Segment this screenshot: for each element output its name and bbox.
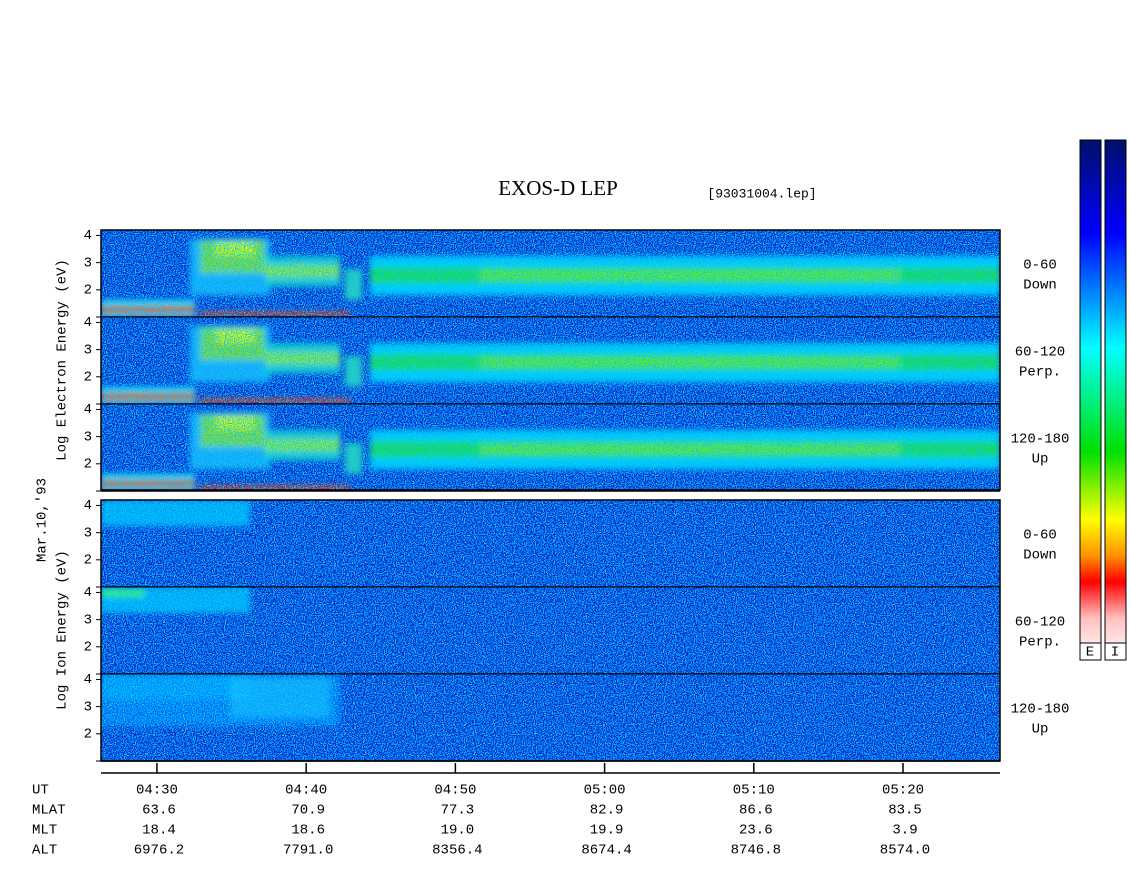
row-value: 19.9: [590, 823, 624, 839]
y-tick-label: 2: [84, 283, 92, 299]
panel-label: 60-120: [1015, 345, 1065, 361]
spectrogram-panel: [101, 230, 1000, 317]
chart-title: EXOS-D LEP: [498, 176, 618, 200]
y-tick-label: 4: [84, 585, 92, 601]
colorbar-box: [1104, 642, 1127, 661]
row-value: 3.9: [892, 823, 917, 839]
colorbar: [1104, 139, 1127, 661]
date-label: Mar.10,'93: [35, 478, 51, 562]
row-label: MLT: [32, 823, 57, 839]
y-tick-label: 3: [84, 699, 92, 715]
panel-label: 0-60: [1023, 528, 1057, 544]
file-name: [93031004.lep]: [707, 186, 816, 201]
y-tick-label: 3: [84, 612, 92, 628]
spectrogram-panel: [101, 317, 1000, 404]
row-value: 8356.4: [432, 843, 482, 859]
x-tick-label: 05:20: [882, 783, 924, 799]
row-value: 6976.2: [134, 843, 184, 859]
y-tick-label: 4: [84, 228, 92, 244]
noise: [101, 674, 1000, 761]
noise: [101, 587, 1000, 674]
y-axis-label: Log Electron Energy (eV): [55, 259, 71, 461]
row-value: 8574.0: [880, 843, 930, 859]
panel-label: Down: [1023, 278, 1057, 294]
x-tick-label: 04:50: [434, 783, 476, 799]
y-tick-label: 4: [84, 315, 92, 331]
row-label: UT: [32, 783, 49, 799]
y-axis-label: Log Ion Energy (eV): [55, 550, 71, 710]
noise: [101, 317, 1000, 404]
noise: [101, 500, 1000, 587]
row-value: 82.9: [590, 803, 624, 819]
panel-label: 120-180: [1011, 702, 1070, 718]
y-tick-label: 4: [84, 402, 92, 418]
spectrogram-panel: [101, 500, 1000, 587]
row-label: MLAT: [32, 803, 66, 819]
row-value: 23.6: [739, 823, 773, 839]
y-tick-label: 2: [84, 727, 92, 743]
colorbars: E I: [1079, 139, 1127, 661]
panel-label: Up: [1032, 452, 1049, 468]
spectrogram-panel: [101, 674, 1000, 761]
colorbar-label: I: [1111, 645, 1119, 661]
panel-frame: [100, 229, 1001, 491]
y-tick-label: 3: [84, 525, 92, 541]
spectrogram-panel: [101, 404, 1000, 491]
row-value: 8746.8: [731, 843, 781, 859]
row-value: 18.4: [142, 823, 176, 839]
y-tick-label: 3: [84, 255, 92, 271]
colorbar-box: [1079, 642, 1102, 661]
panel-label: Perp.: [1019, 635, 1061, 651]
y-tick-label: 2: [84, 370, 92, 386]
row-value: 70.9: [291, 803, 325, 819]
x-tick-label: 05:10: [733, 783, 775, 799]
colorbar: [1079, 139, 1102, 661]
row-value: 83.5: [888, 803, 922, 819]
y-tick-label: 2: [84, 457, 92, 473]
panel-label: Perp.: [1019, 365, 1061, 381]
spectrogram-panel: [101, 587, 1000, 674]
x-tick-label: 04:40: [285, 783, 327, 799]
panel-label: 60-120: [1015, 615, 1065, 631]
panel-frame: [100, 499, 1001, 762]
panel-label: Up: [1032, 722, 1049, 738]
panel-label: 0-60: [1023, 258, 1057, 274]
panel-label: 120-180: [1011, 432, 1070, 448]
x-tick-label: 05:00: [584, 783, 626, 799]
row-value: 8674.4: [581, 843, 631, 859]
row-value: 77.3: [441, 803, 475, 819]
colorbar-label: E: [1086, 645, 1094, 661]
y-tick-label: 3: [84, 429, 92, 445]
y-tick-label: 4: [84, 672, 92, 688]
noise: [101, 404, 1000, 491]
y-tick-label: 2: [84, 553, 92, 569]
row-value: 86.6: [739, 803, 773, 819]
row-label: ALT: [32, 843, 57, 859]
row-value: 19.0: [441, 823, 475, 839]
row-value: 18.6: [291, 823, 325, 839]
y-tick-label: 4: [84, 498, 92, 514]
y-tick-label: 3: [84, 342, 92, 358]
x-tick-label: 04:30: [136, 783, 178, 799]
row-value: 63.6: [142, 803, 176, 819]
row-value: 7791.0: [283, 843, 333, 859]
panel-label: Down: [1023, 548, 1057, 564]
noise: [101, 230, 1000, 317]
y-tick-label: 2: [84, 640, 92, 656]
